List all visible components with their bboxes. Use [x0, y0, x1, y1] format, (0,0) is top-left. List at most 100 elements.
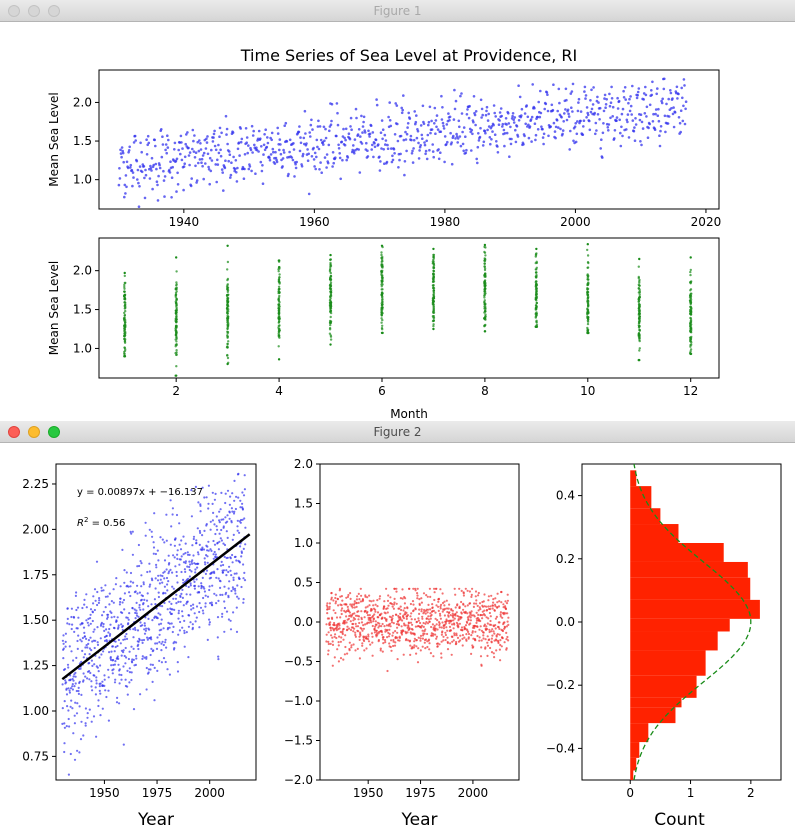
data-point — [337, 644, 340, 647]
regression-axes: 1950 1975 20000.751.001.251.501.752.002.25… — [22, 463, 257, 830]
data-point — [130, 671, 133, 674]
data-point — [177, 617, 180, 620]
data-point — [152, 552, 155, 555]
data-point — [603, 93, 607, 97]
data-point — [191, 562, 194, 565]
data-point — [462, 149, 466, 153]
close-button[interactable] — [8, 5, 20, 17]
data-point — [432, 316, 435, 319]
data-point — [582, 125, 585, 128]
data-point — [80, 640, 83, 643]
data-point — [70, 607, 73, 610]
data-point — [481, 605, 485, 608]
data-point — [211, 502, 214, 505]
figure1-titlebar[interactable]: Figure 1 — [0, 0, 795, 22]
data-point — [180, 570, 183, 574]
data-point — [481, 617, 484, 620]
data-point — [279, 152, 283, 156]
data-point — [143, 622, 146, 625]
data-point — [346, 605, 349, 608]
data-point — [422, 592, 426, 595]
data-point — [334, 596, 337, 600]
data-point — [586, 329, 589, 333]
y-tick-label: −1.5 — [284, 734, 313, 748]
data-point — [651, 120, 655, 123]
data-point — [586, 319, 590, 322]
data-point — [429, 131, 432, 135]
data-point — [474, 630, 477, 633]
data-point — [204, 602, 207, 605]
data-point — [483, 257, 486, 260]
data-point — [196, 527, 199, 530]
data-point — [381, 266, 384, 269]
data-point — [510, 137, 513, 141]
histogram-bar — [630, 561, 748, 578]
data-point — [160, 628, 163, 631]
data-point — [134, 628, 137, 631]
data-point — [215, 180, 218, 184]
data-point — [242, 601, 245, 604]
zoom-button[interactable] — [48, 5, 60, 17]
data-point — [330, 596, 333, 599]
data-point — [259, 160, 263, 164]
data-point — [667, 97, 670, 101]
data-point — [336, 123, 340, 127]
data-point — [404, 624, 407, 627]
zoom-button[interactable] — [48, 426, 60, 438]
data-point — [329, 304, 333, 307]
data-point — [609, 116, 612, 120]
data-point — [348, 627, 351, 630]
data-point — [127, 585, 130, 588]
data-point — [206, 545, 209, 548]
data-point — [199, 142, 202, 145]
data-point — [162, 179, 166, 182]
data-point — [168, 673, 171, 676]
data-point — [387, 594, 390, 597]
data-point — [175, 513, 179, 517]
data-point — [418, 598, 421, 601]
data-point — [106, 617, 109, 620]
data-point — [85, 619, 88, 622]
data-point — [169, 160, 172, 163]
data-point — [689, 300, 693, 304]
data-point — [386, 636, 389, 639]
close-button[interactable] — [8, 426, 20, 438]
minimize-button[interactable] — [28, 426, 40, 438]
data-point — [193, 612, 196, 615]
data-point — [354, 633, 357, 637]
data-point — [217, 577, 220, 580]
data-point — [644, 85, 647, 89]
data-point — [80, 660, 83, 663]
data-point — [234, 592, 237, 595]
data-point — [675, 85, 679, 89]
data-point — [130, 532, 133, 535]
minimize-button[interactable] — [28, 5, 40, 17]
data-point — [88, 653, 91, 656]
data-point — [494, 115, 498, 118]
data-point — [651, 80, 654, 84]
data-point — [498, 600, 501, 603]
data-point — [232, 576, 235, 579]
data-point — [418, 149, 421, 152]
data-point — [418, 612, 421, 615]
data-point — [434, 629, 437, 632]
data-point — [369, 617, 372, 620]
data-point — [504, 600, 507, 603]
data-point — [436, 645, 439, 648]
data-point — [192, 139, 195, 143]
data-point — [170, 622, 173, 625]
data-point — [168, 600, 171, 603]
x-axis-label: Year — [401, 810, 438, 830]
data-point — [329, 276, 332, 279]
data-point — [145, 688, 148, 691]
data-point — [130, 168, 134, 172]
data-point — [353, 600, 356, 603]
figure1-canvas: Time Series of Sea Level at Providence, … — [47, 46, 721, 421]
data-point — [492, 123, 495, 127]
histogram-bar — [630, 543, 724, 562]
data-point — [368, 621, 371, 624]
data-point — [109, 633, 112, 636]
data-point — [174, 294, 177, 297]
figure2-titlebar[interactable]: Figure 2 — [0, 421, 795, 443]
data-point — [508, 155, 511, 158]
